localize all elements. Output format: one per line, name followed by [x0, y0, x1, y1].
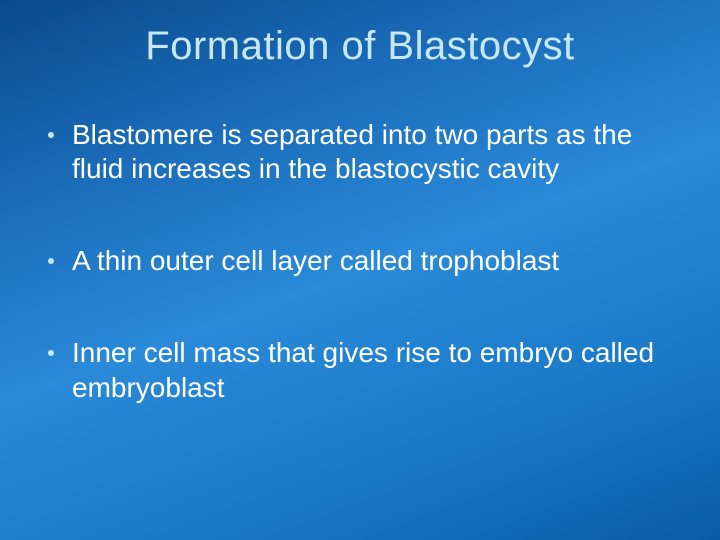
list-item: Inner cell mass that gives rise to embry…: [48, 336, 680, 404]
bullet-text: Blastomere is separated into two parts a…: [72, 118, 680, 186]
list-item: A thin outer cell layer called trophobla…: [48, 244, 680, 278]
slide-title: Formation of Blastocyst: [0, 24, 720, 69]
bullet-icon: [48, 132, 54, 138]
bullet-text: Inner cell mass that gives rise to embry…: [72, 336, 680, 404]
slide: Formation of Blastocyst Blastomere is se…: [0, 0, 720, 540]
bullet-icon: [48, 258, 54, 264]
list-item: Blastomere is separated into two parts a…: [48, 118, 680, 186]
bullet-icon: [48, 350, 54, 356]
bullet-text: A thin outer cell layer called trophobla…: [72, 244, 680, 278]
slide-content: Blastomere is separated into two parts a…: [48, 118, 680, 463]
